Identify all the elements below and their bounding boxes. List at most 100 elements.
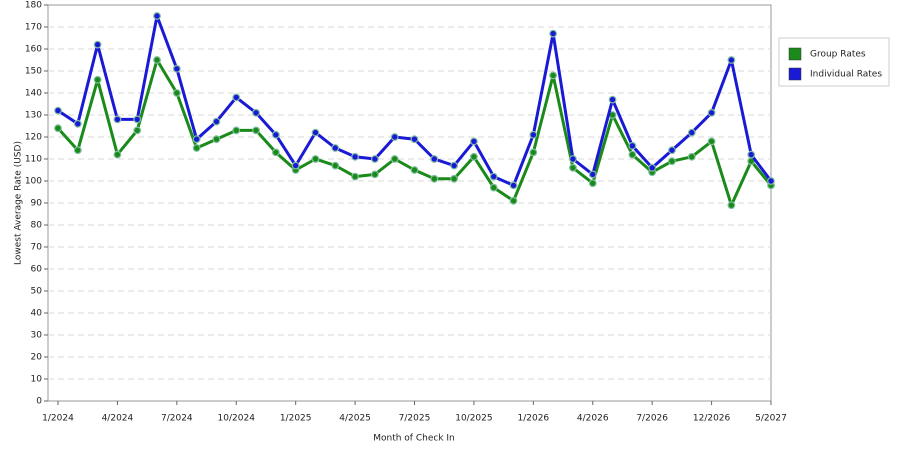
x-tick-label: 5/2027	[755, 414, 787, 424]
data-point	[628, 150, 637, 159]
data-point	[271, 130, 280, 139]
data-point	[252, 126, 260, 135]
data-point	[470, 152, 478, 161]
data-point	[153, 12, 161, 20]
data-point	[569, 163, 577, 172]
data-point	[232, 93, 241, 102]
legend-swatch	[788, 47, 802, 61]
data-point	[569, 155, 577, 163]
y-tick-label: 40	[31, 309, 43, 319]
data-point	[93, 75, 102, 84]
x-tick-label: 4/2024	[102, 414, 134, 424]
x-tick-label: 1/2024	[42, 414, 74, 424]
data-point	[212, 135, 221, 144]
data-point	[668, 146, 676, 155]
data-point	[549, 29, 558, 38]
data-point	[687, 152, 696, 161]
data-point	[430, 155, 439, 163]
x-tick-label: 4/2026	[577, 414, 609, 424]
data-point	[410, 166, 419, 174]
data-point	[628, 141, 637, 150]
series-line	[57, 14, 773, 187]
data-point	[271, 148, 280, 157]
data-point	[707, 108, 716, 117]
y-tick-label: 140	[25, 89, 42, 99]
legend-label: Group Rates	[810, 50, 866, 60]
data-point	[529, 130, 538, 139]
data-point	[370, 170, 379, 179]
data-point	[470, 137, 478, 146]
data-point	[73, 146, 82, 155]
data-point	[727, 201, 736, 210]
data-point	[192, 144, 201, 152]
data-point	[668, 157, 676, 166]
x-tick-label: 1/2025	[280, 414, 312, 424]
data-point	[767, 177, 775, 185]
y-tick-label: 70	[31, 243, 43, 253]
y-tick-label: 90	[31, 199, 43, 209]
data-point	[311, 155, 320, 163]
data-point	[410, 135, 419, 144]
data-point	[73, 119, 82, 128]
y-tick-label: 20	[31, 353, 43, 363]
data-point	[153, 56, 161, 64]
data-point	[113, 115, 122, 124]
data-point	[450, 174, 459, 183]
data-point	[489, 172, 498, 181]
data-point	[133, 126, 142, 135]
x-tick-label: 12/2026	[693, 414, 731, 424]
data-point	[588, 179, 597, 188]
data-point	[529, 148, 538, 157]
data-point	[311, 128, 320, 137]
data-point	[133, 115, 142, 124]
data-point	[351, 172, 359, 181]
data-point	[707, 137, 716, 146]
data-point	[252, 108, 260, 117]
x-tick-label: 1/2026	[517, 414, 549, 424]
y-tick-label: 0	[36, 397, 42, 407]
y-tick-label: 120	[25, 133, 42, 143]
data-point	[450, 161, 459, 170]
data-point	[172, 64, 181, 73]
series-line	[56, 58, 773, 207]
x-tick-label: 10/2024	[218, 414, 256, 424]
y-tick-label: 10	[31, 375, 43, 385]
y-tick-label: 30	[31, 331, 43, 341]
y-tick-label: 80	[31, 221, 43, 231]
y-tick-label: 180	[25, 1, 42, 11]
x-tick-label: 10/2025	[455, 414, 492, 424]
data-point	[192, 135, 201, 144]
y-tick-label: 160	[25, 45, 42, 55]
data-point	[727, 56, 736, 64]
y-tick-label: 150	[25, 67, 42, 77]
x-tick-label: 4/2025	[339, 414, 371, 424]
data-point	[549, 71, 558, 80]
data-point	[370, 155, 379, 163]
data-point	[687, 128, 696, 137]
data-point	[172, 89, 181, 97]
data-point	[113, 150, 122, 159]
x-axis-label: Month of Check In	[373, 434, 455, 444]
legend-label: Individual Rates	[810, 70, 882, 80]
data-point	[54, 124, 62, 133]
y-tick-label: 50	[31, 287, 43, 297]
data-point	[93, 40, 102, 49]
y-tick-label: 60	[31, 265, 43, 275]
data-point	[232, 126, 241, 135]
data-point	[747, 150, 756, 159]
data-point	[291, 161, 300, 170]
legend-swatch	[788, 67, 802, 81]
data-point	[509, 196, 518, 205]
y-tick-label: 130	[25, 111, 42, 121]
data-point	[489, 183, 498, 192]
y-tick-label: 100	[25, 177, 42, 187]
data-point	[588, 170, 597, 179]
data-point	[390, 133, 399, 141]
y-tick-label: 110	[25, 155, 42, 165]
data-point	[608, 95, 617, 104]
data-point	[390, 155, 399, 163]
data-point	[509, 181, 518, 190]
data-point	[212, 117, 221, 126]
x-tick-label: 7/2025	[399, 414, 431, 424]
y-tick-label: 170	[25, 23, 42, 33]
